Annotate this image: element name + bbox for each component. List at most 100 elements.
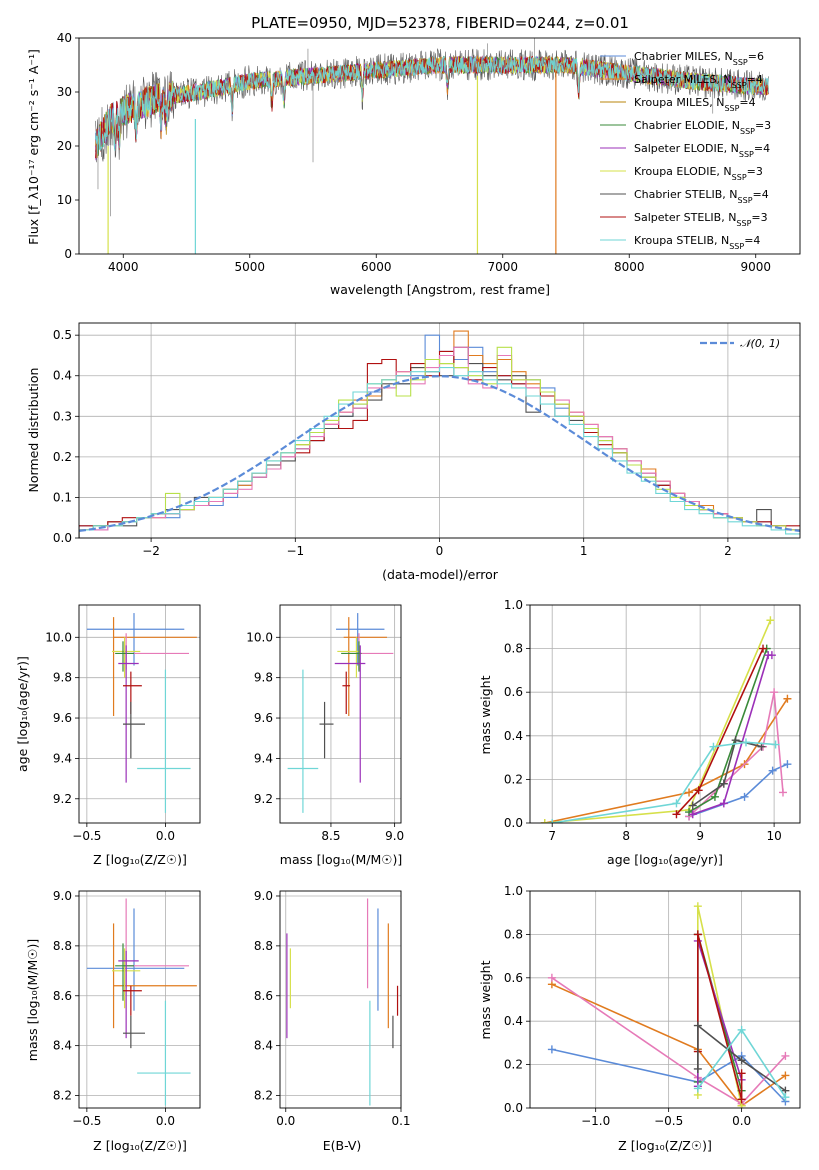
x-tick-label: −0.5 bbox=[72, 1114, 101, 1128]
mass-vs-ebv-panel: 0.0 0.1 8.2 8.4 8.6 8.8 9.0 bbox=[254, 889, 411, 1128]
axes-frame bbox=[78, 604, 201, 824]
y-tick-label: 0.5 bbox=[53, 328, 72, 342]
age-vs-weight-panel: 7 8 9 10 0.0 0.2 0.4 0.6 0.8 1.0 bbox=[504, 598, 801, 843]
y-tick-label: 0.6 bbox=[504, 685, 523, 699]
weight-marker bbox=[688, 801, 697, 810]
legend-label-base: Salpeter MILES, N bbox=[634, 73, 732, 86]
legend-label-tail: =4 bbox=[747, 73, 763, 86]
x-tick-label: 7 bbox=[548, 829, 556, 843]
y-tick-label: 9.2 bbox=[53, 792, 72, 806]
weight-marker bbox=[547, 1045, 556, 1054]
legend-label: Salpeter ELODIE, NSSP=4 bbox=[634, 142, 770, 159]
weight-marker bbox=[709, 742, 718, 751]
spectrum-xlabel: wavelength [Angstrom, rest frame] bbox=[330, 282, 550, 297]
weight-line bbox=[688, 692, 784, 818]
legend-label-base: Chabrier STELIB, N bbox=[634, 188, 738, 201]
x-tick-label: −0.5 bbox=[654, 1114, 683, 1128]
age-weight-xlabel: age [log₁₀(age/yr)] bbox=[607, 852, 723, 867]
age-weight-ylabel: mass weight bbox=[478, 675, 493, 754]
legend-label-tail: =6 bbox=[748, 50, 764, 63]
y-tick-label: 8.6 bbox=[254, 989, 273, 1003]
weight-line bbox=[697, 1023, 786, 1092]
legend-label-base: Kroupa MILES, N bbox=[634, 96, 724, 109]
weight-line bbox=[552, 741, 776, 823]
x-tick-label: 9000 bbox=[740, 260, 771, 274]
weight-marker bbox=[783, 760, 792, 769]
x-tick-label: −1 bbox=[286, 544, 304, 558]
weight-marker bbox=[767, 651, 776, 660]
plot-area bbox=[95, 38, 769, 254]
x-tick-label: 7000 bbox=[487, 260, 518, 274]
x-tick-label: 0.1 bbox=[391, 1114, 410, 1128]
weight-line bbox=[692, 739, 762, 807]
legend-label: Kroupa STELIB, NSSP=4 bbox=[634, 234, 760, 251]
weight-marker bbox=[737, 1069, 746, 1078]
legend-label-tail: =4 bbox=[744, 234, 760, 247]
y-tick-label: 0.2 bbox=[504, 772, 523, 786]
weight-marker bbox=[768, 766, 777, 775]
y-tick-label: 9.6 bbox=[53, 711, 72, 725]
y-tick-label: 0.0 bbox=[504, 1101, 523, 1115]
x-tick-label: 0.0 bbox=[156, 1114, 175, 1128]
spectrum-line bbox=[95, 55, 769, 155]
weight-line bbox=[692, 654, 772, 816]
legend-label-sub: SSP bbox=[732, 81, 747, 90]
weight-marker bbox=[781, 1093, 790, 1102]
weight-line bbox=[544, 619, 772, 823]
spectrum-panel: 4000 5000 6000 7000 8000 9000 0 10 20 30 40 Chabrie… bbox=[57, 31, 801, 274]
age-z-xlabel: Z [log₁₀(Z/Z☉)] bbox=[93, 852, 187, 867]
y-tick-label: 0.1 bbox=[53, 490, 72, 504]
residual-histogram-panel: −2 −1 0 1 2 0.0 0.1 0.2 0.3 0.4 0.5 𝒩(0, 1) bbox=[53, 322, 801, 558]
axes-frame bbox=[529, 890, 801, 1109]
legend-label: Kroupa ELODIE, NSSP=3 bbox=[634, 165, 763, 182]
x-tick-label: 9 bbox=[696, 829, 704, 843]
plot-area bbox=[86, 613, 197, 813]
weight-marker bbox=[783, 694, 792, 703]
plot-area bbox=[86, 898, 197, 1106]
weight-marker bbox=[759, 644, 768, 653]
y-tick-label: 9.0 bbox=[254, 889, 273, 903]
weight-marker bbox=[693, 1064, 702, 1073]
x-tick-label: 0 bbox=[436, 544, 444, 558]
y-tick-label: 1.0 bbox=[504, 884, 523, 898]
legend-label-tail: =3 bbox=[755, 119, 771, 132]
legend-label: Salpeter STELIB, NSSP=3 bbox=[634, 211, 768, 228]
weight-marker bbox=[778, 788, 787, 797]
age-z-ylabel: age [log₁₀(age/yr)] bbox=[15, 656, 30, 772]
weight-marker bbox=[672, 810, 681, 819]
legend-label: Salpeter MILES, NSSP=4 bbox=[634, 73, 763, 90]
x-tick-label: −2 bbox=[142, 544, 160, 558]
weight-marker bbox=[547, 973, 556, 982]
legend-label-sub: SSP bbox=[732, 173, 747, 182]
plot-area bbox=[287, 613, 394, 813]
y-tick-label: 0.2 bbox=[53, 450, 72, 464]
weight-marker bbox=[781, 1051, 790, 1060]
x-tick-label: 10 bbox=[766, 829, 781, 843]
y-tick-label: 40 bbox=[57, 31, 72, 45]
x-tick-label: 8000 bbox=[614, 260, 645, 274]
legend-label-sub: SSP bbox=[733, 58, 748, 67]
y-tick-label: 8.2 bbox=[254, 1089, 273, 1103]
gaussian-curve bbox=[79, 375, 800, 532]
legend-label-base: Kroupa ELODIE, N bbox=[634, 165, 732, 178]
y-tick-label: 0.8 bbox=[504, 642, 523, 656]
legend-label-tail: =4 bbox=[753, 188, 769, 201]
legend-label: Chabrier ELODIE, NSSP=3 bbox=[634, 119, 771, 136]
x-tick-label: 1 bbox=[580, 544, 588, 558]
legend-label: Chabrier STELIB, NSSP=4 bbox=[634, 188, 769, 205]
y-tick-label: 9.8 bbox=[53, 671, 72, 685]
weight-marker bbox=[693, 930, 702, 939]
spectrum-line bbox=[95, 47, 769, 163]
y-tick-label: 30 bbox=[57, 85, 72, 99]
y-tick-label: 20 bbox=[57, 139, 72, 153]
y-tick-label: 0.8 bbox=[504, 927, 523, 941]
x-tick-label: 8 bbox=[622, 829, 630, 843]
y-tick-label: 0.3 bbox=[53, 409, 72, 423]
x-tick-label: 2 bbox=[724, 544, 732, 558]
weight-marker bbox=[737, 1025, 746, 1034]
y-tick-label: 0.0 bbox=[53, 531, 72, 545]
x-tick-label: 8.5 bbox=[321, 829, 340, 843]
y-tick-label: 8.4 bbox=[254, 1039, 273, 1053]
weight-marker bbox=[694, 786, 703, 795]
legend-label-sub: SSP bbox=[736, 219, 751, 228]
